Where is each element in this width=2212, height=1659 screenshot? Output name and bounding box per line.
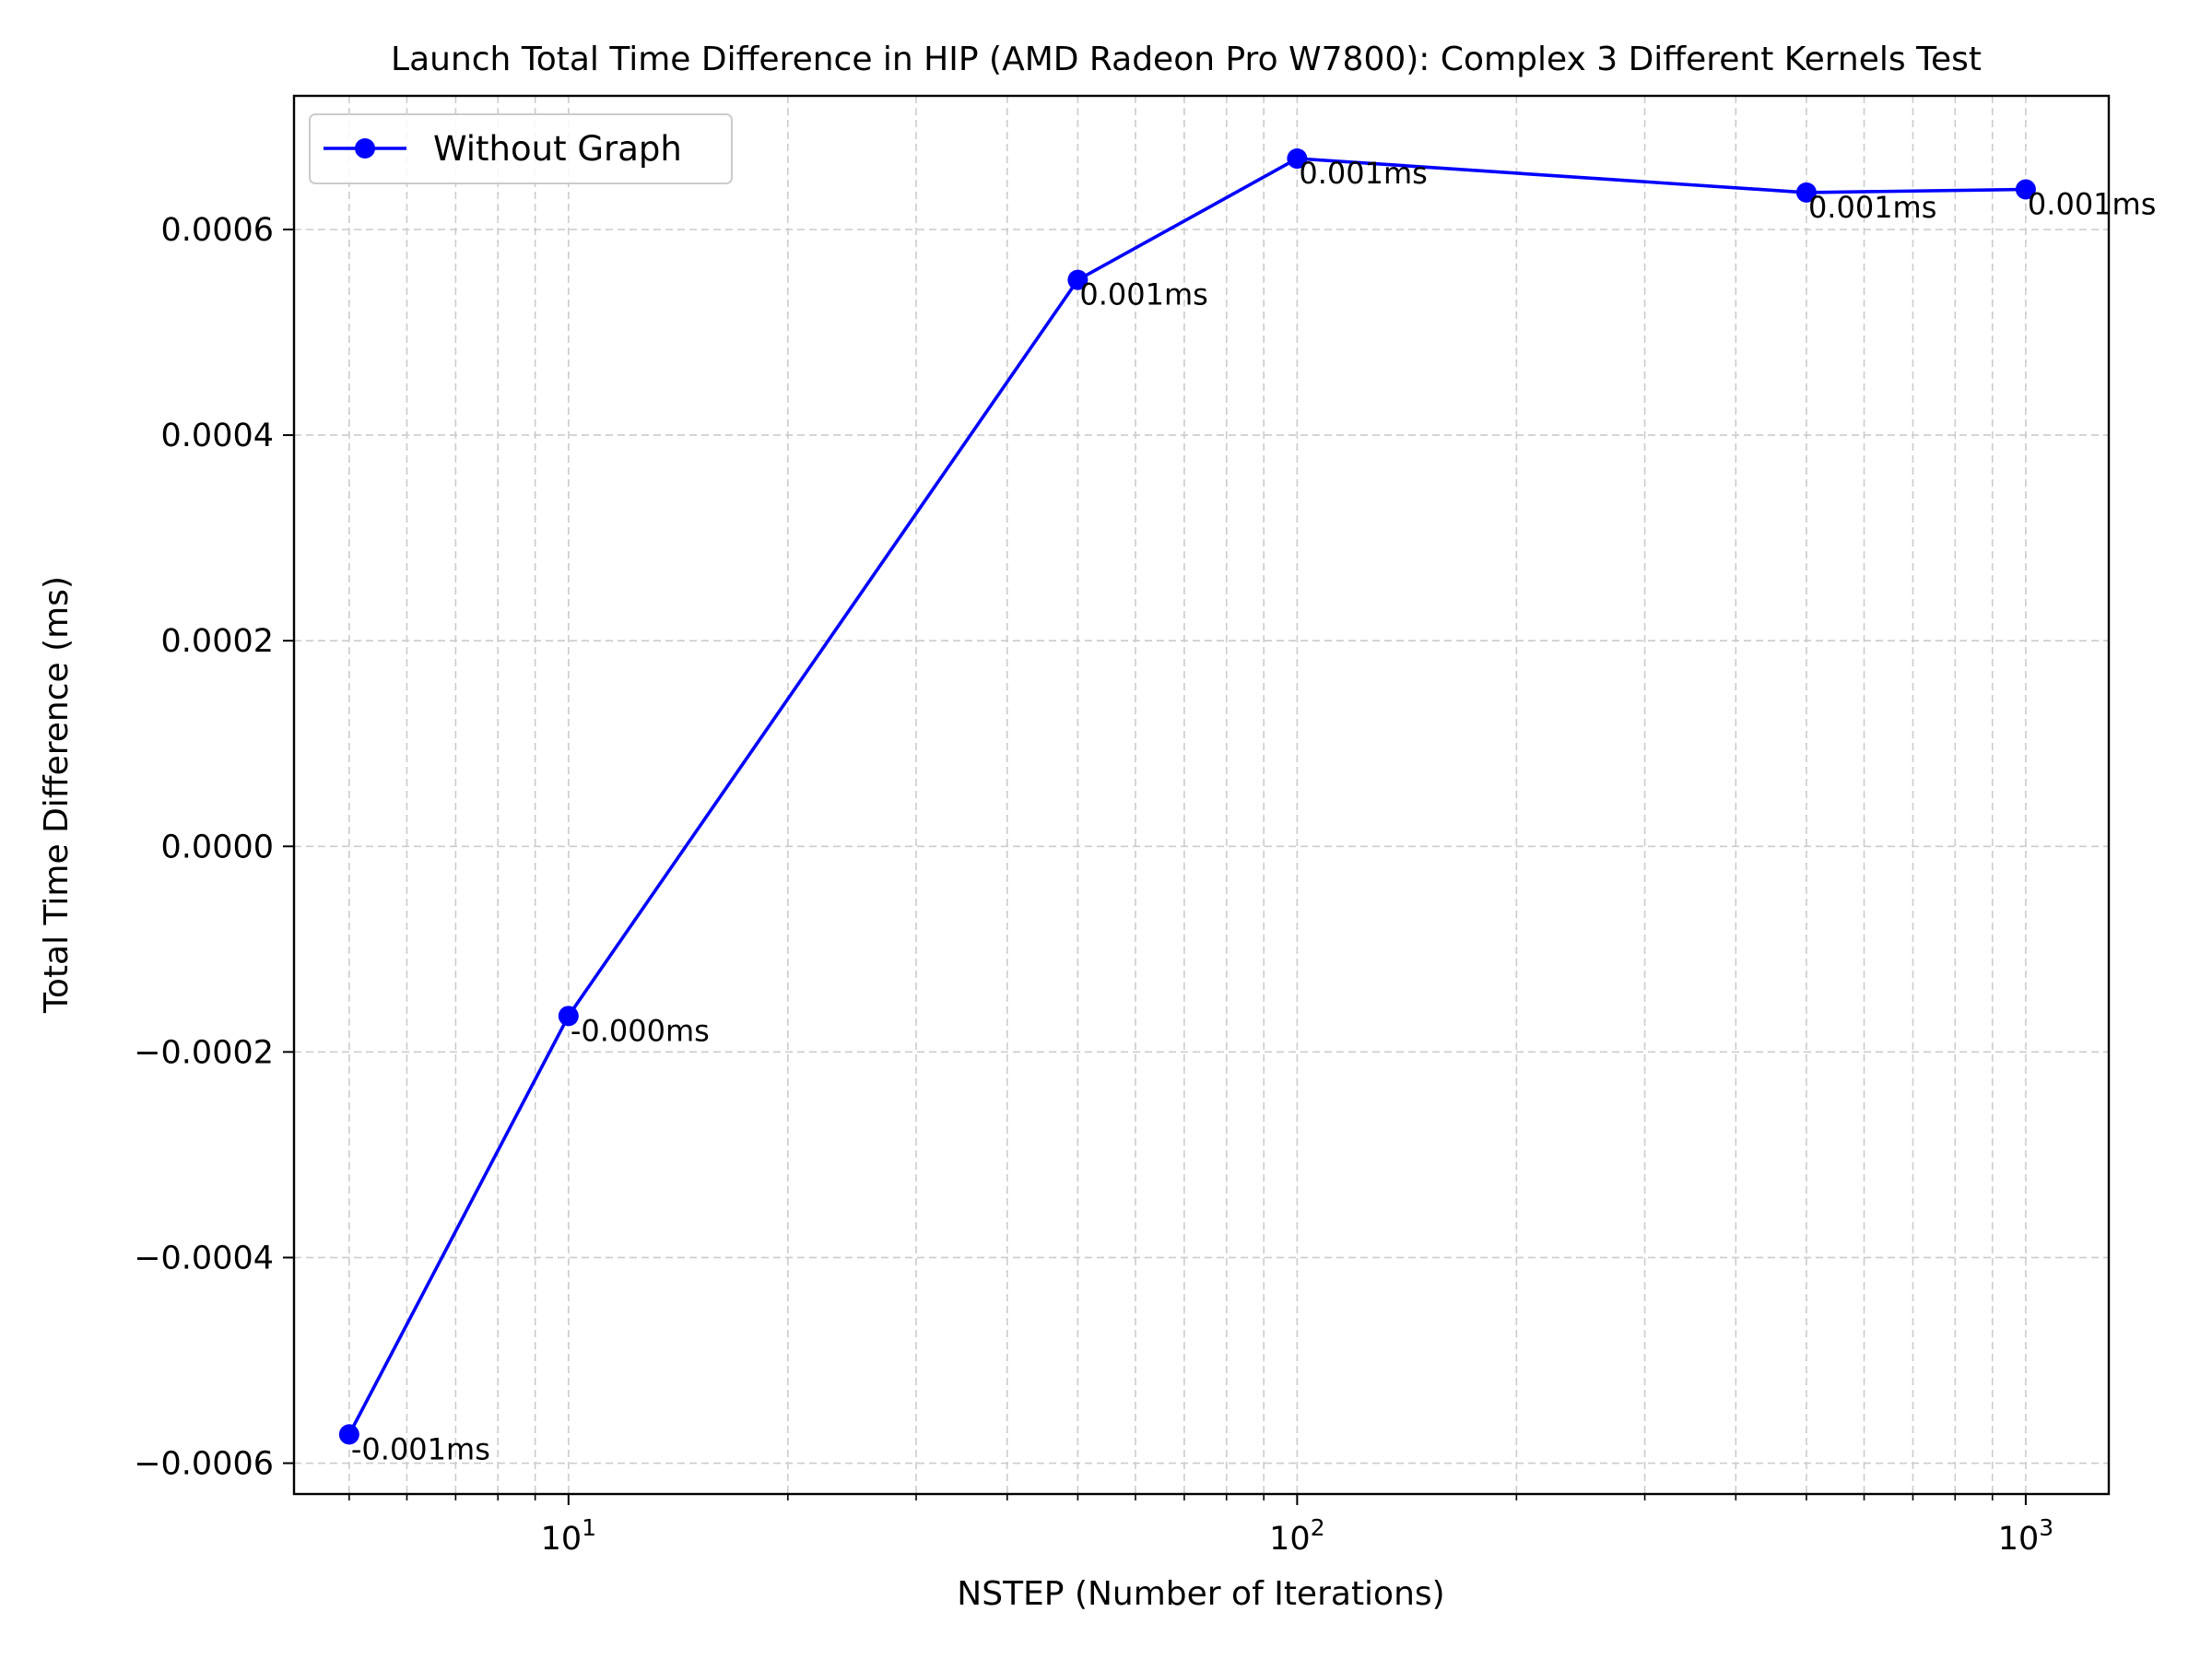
data-point-marker	[338, 1424, 359, 1445]
chart-title: Launch Total Time Difference in HIP (AMD…	[391, 41, 1982, 78]
x-axis-title: NSTEP (Number of Iterations)	[957, 1575, 1444, 1613]
axis-ticks: 101 102 103 −0.0006 −0.0004 −0.0002 0.0000 0.00…	[134, 212, 2053, 1558]
y-tick-label: −0.0004	[134, 1240, 274, 1277]
y-tick-label: 0.0000	[161, 829, 274, 865]
grid	[294, 96, 2109, 1494]
y-tick-label: 0.0006	[161, 212, 274, 249]
legend-box	[309, 113, 733, 184]
legend: Without Graph	[309, 113, 733, 184]
series-layer	[338, 148, 2036, 1445]
data-label: -0.000ms	[571, 1013, 710, 1048]
data-point-marker	[558, 1006, 579, 1027]
data-point-marker	[1287, 148, 1308, 170]
data-point-marker	[1067, 269, 1088, 290]
y-tick-label: 0.0004	[161, 418, 274, 454]
y-tick-label: −0.0002	[134, 1034, 274, 1071]
y-tick-label: 0.0002	[161, 623, 274, 660]
data-point-marker	[2015, 179, 2036, 200]
data-label: 0.001ms	[1299, 156, 1427, 191]
legend-marker	[355, 138, 375, 159]
data-label: 0.001ms	[1808, 190, 1936, 225]
data-point-marker	[1795, 182, 1817, 203]
data-label: -0.001ms	[351, 1431, 490, 1466]
y-axis-title: Total Time Difference (ms)	[38, 576, 76, 1014]
y-tick-label: −0.0006	[134, 1446, 274, 1483]
legend-label-without-graph: Without Graph	[433, 129, 682, 169]
data-label: 0.001ms	[1079, 277, 1207, 312]
x-tick-label: 101	[541, 1514, 596, 1558]
plot-area-frame	[292, 94, 2111, 1496]
data-label-layer: -0.001ms -0.000ms 0.001ms 0.001ms 0.001ms 0.0…	[351, 156, 2157, 1466]
x-tick-label: 103	[1998, 1514, 2053, 1558]
data-label: 0.001ms	[2028, 187, 2156, 222]
x-tick-label: 102	[1269, 1514, 1324, 1558]
series-line-without-graph	[347, 157, 2026, 1436]
